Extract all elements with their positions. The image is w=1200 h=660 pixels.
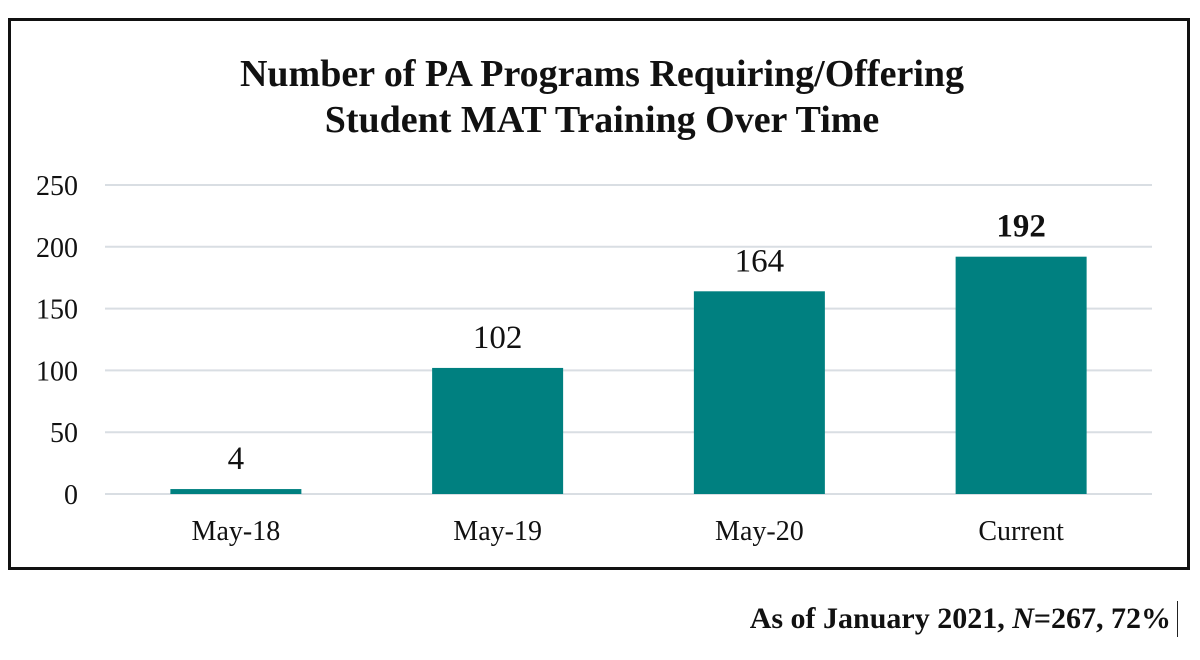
- x-tick-label-may-19: May-19: [453, 516, 542, 547]
- data-label-may-18: 4: [228, 441, 245, 477]
- bar-may-18: [170, 489, 302, 494]
- data-label-may-19: 102: [473, 320, 523, 356]
- y-tick-label-0: 0: [64, 480, 78, 511]
- y-tick-label-250: 250: [36, 171, 78, 202]
- bar-may-19: [432, 367, 564, 494]
- y-tick-label-200: 200: [36, 233, 78, 264]
- bar-may-20: [693, 291, 825, 494]
- x-tick-label-may-20: May-20: [715, 516, 804, 547]
- footnote-suffix: =267, 72%: [1033, 602, 1171, 635]
- footnote: As of January 2021, N=267, 72%: [750, 601, 1178, 637]
- footnote-prefix: As of January 2021,: [749, 602, 1013, 635]
- x-tick-label-may-18: May-18: [192, 516, 281, 547]
- x-tick-label-current: Current: [978, 516, 1064, 547]
- chart-title-line-2: Student MAT Training Over Time: [324, 99, 880, 141]
- data-label-may-20: 164: [735, 243, 785, 279]
- y-tick-label-150: 150: [36, 295, 78, 326]
- footnote-n-symbol: N: [1012, 602, 1034, 635]
- y-tick-label-100: 100: [36, 356, 78, 387]
- chart-title: Number of PA Programs Requiring/Offering…: [11, 51, 1193, 143]
- data-label-current: 192: [996, 209, 1046, 245]
- y-tick-label-50: 50: [50, 418, 78, 449]
- bar-current: [955, 256, 1087, 494]
- chart-title-line-1: Number of PA Programs Requiring/Offering: [239, 53, 965, 95]
